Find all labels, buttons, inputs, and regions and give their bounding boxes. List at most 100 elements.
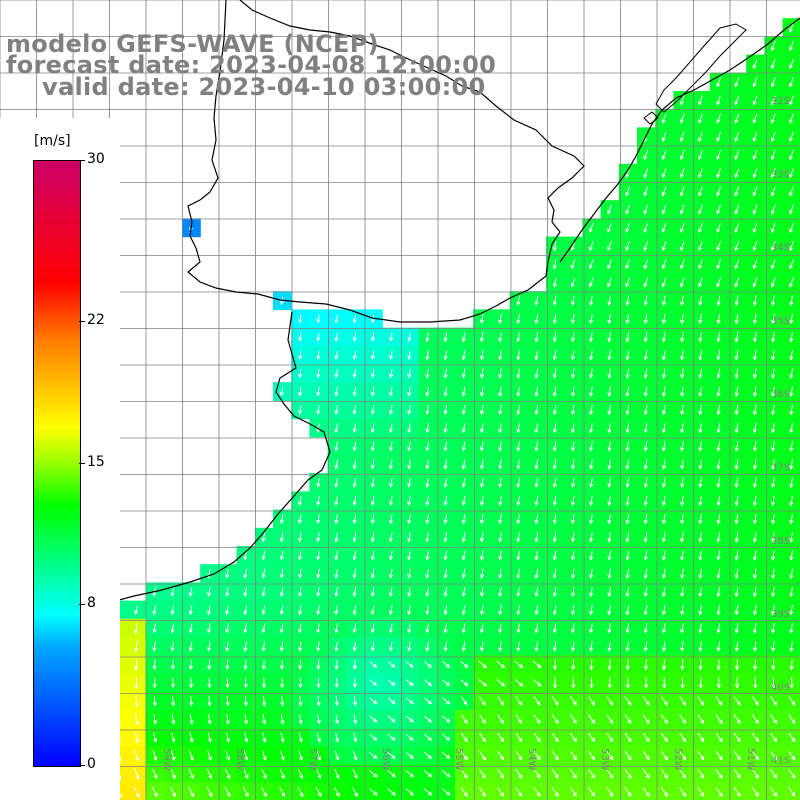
- wind-arrow: [334, 641, 339, 652]
- wind-arrow: [352, 314, 357, 324]
- wind-arrow: [225, 605, 230, 616]
- wind-arrow: [425, 605, 430, 616]
- wind-arrow: [423, 679, 432, 687]
- wind-arrow: [334, 477, 339, 488]
- wind-arrow: [316, 587, 321, 597]
- wind-arrow: [387, 679, 396, 686]
- wind-arrow: [733, 768, 741, 779]
- wind-arrow: [516, 477, 521, 488]
- wind-arrow: [607, 477, 612, 489]
- wind-arrow: [569, 696, 577, 706]
- wind-arrow: [478, 768, 486, 779]
- wind-arrow: [532, 660, 542, 669]
- wind-arrow: [552, 623, 557, 634]
- wind-arrow: [607, 350, 612, 361]
- wind-arrow: [771, 532, 776, 543]
- wind-arrow: [316, 332, 321, 342]
- wind-arrow: [243, 605, 248, 616]
- wind-arrow: [570, 241, 576, 252]
- wind-arrow: [316, 659, 321, 670]
- wind-arrow: [751, 750, 759, 761]
- wind-arrow: [570, 368, 576, 379]
- wind-arrow: [716, 222, 721, 233]
- wind-arrow: [789, 113, 794, 124]
- wind-arrow: [789, 350, 794, 361]
- wind-arrow: [443, 550, 448, 561]
- wind-arrow: [225, 641, 230, 652]
- wind-arrow: [625, 659, 630, 671]
- wind-arrow: [697, 750, 705, 761]
- wind-arrow: [679, 750, 687, 761]
- wind-arrow: [298, 732, 303, 743]
- wind-arrow: [461, 605, 466, 616]
- wind-arrow: [280, 695, 285, 707]
- wind-arrow: [533, 732, 541, 743]
- wind-arrow: [479, 623, 485, 634]
- wind-arrow: [607, 386, 612, 398]
- wind-arrow: [789, 259, 794, 270]
- wind-arrow: [789, 204, 794, 215]
- wind-arrow: [734, 331, 739, 343]
- wind-arrow: [625, 168, 630, 179]
- wind-arrow: [405, 751, 414, 759]
- wind-arrow: [279, 587, 284, 597]
- wind-arrow: [261, 568, 266, 579]
- wind-arrow: [370, 350, 375, 361]
- wind-arrow: [589, 495, 594, 507]
- wind-arrow: [698, 131, 703, 142]
- wind-arrow: [316, 368, 321, 379]
- wind-arrow: [280, 750, 285, 761]
- wind-arrow: [789, 368, 794, 379]
- wind-arrow: [789, 131, 794, 143]
- wind-arrow: [698, 623, 703, 634]
- wind-arrow: [206, 768, 213, 780]
- wind-arrow: [679, 168, 685, 179]
- wind-arrow: [352, 514, 357, 525]
- wind-arrow: [533, 714, 541, 724]
- wind-arrow: [752, 441, 757, 452]
- wind-arrow: [734, 677, 740, 689]
- wind-arrow: [588, 241, 594, 252]
- wind-arrow: [716, 404, 721, 416]
- wind-arrow: [298, 350, 303, 360]
- wind-arrow: [460, 768, 468, 779]
- wind-arrow: [571, 677, 576, 689]
- wind-arrow: [352, 605, 357, 616]
- wind-arrow: [533, 768, 541, 779]
- wind-arrow: [716, 131, 721, 142]
- wind-arrow: [479, 605, 485, 616]
- wind-arrow: [643, 186, 649, 197]
- wind-arrow: [425, 477, 430, 488]
- wind-arrow: [715, 787, 723, 797]
- wind-arrow: [552, 404, 557, 416]
- wind-arrow: [642, 732, 650, 743]
- wind-arrow: [607, 277, 612, 288]
- wind-arrow: [207, 695, 212, 707]
- wind-arrow: [369, 679, 378, 686]
- wind-arrow: [497, 768, 505, 779]
- wind-arrow: [698, 404, 703, 416]
- wind-arrow: [407, 459, 412, 470]
- wind-arrow: [697, 714, 705, 724]
- wind-arrow: [752, 368, 757, 379]
- wind-arrow: [679, 222, 685, 233]
- wind-arrow: [552, 386, 557, 397]
- wind-arrow: [643, 331, 648, 343]
- wind-arrow: [734, 623, 739, 634]
- wind-arrow: [298, 714, 303, 725]
- wind-arrow: [569, 714, 577, 724]
- wind-arrow: [152, 641, 157, 652]
- wind-arrow: [679, 259, 685, 270]
- wind-arrow: [771, 441, 776, 452]
- lon-label: 58W: [234, 748, 245, 771]
- wind-arrow: [152, 605, 157, 616]
- wind-arrow: [188, 587, 193, 597]
- wind-arrow: [461, 477, 466, 488]
- wind-arrow: [334, 368, 339, 379]
- wind-arrow: [770, 95, 776, 106]
- wind-arrow: [316, 423, 321, 434]
- wind-arrow: [570, 423, 576, 434]
- wind-arrow: [643, 659, 649, 671]
- lat-label: 38S: [771, 536, 790, 547]
- wind-arrow: [370, 586, 375, 598]
